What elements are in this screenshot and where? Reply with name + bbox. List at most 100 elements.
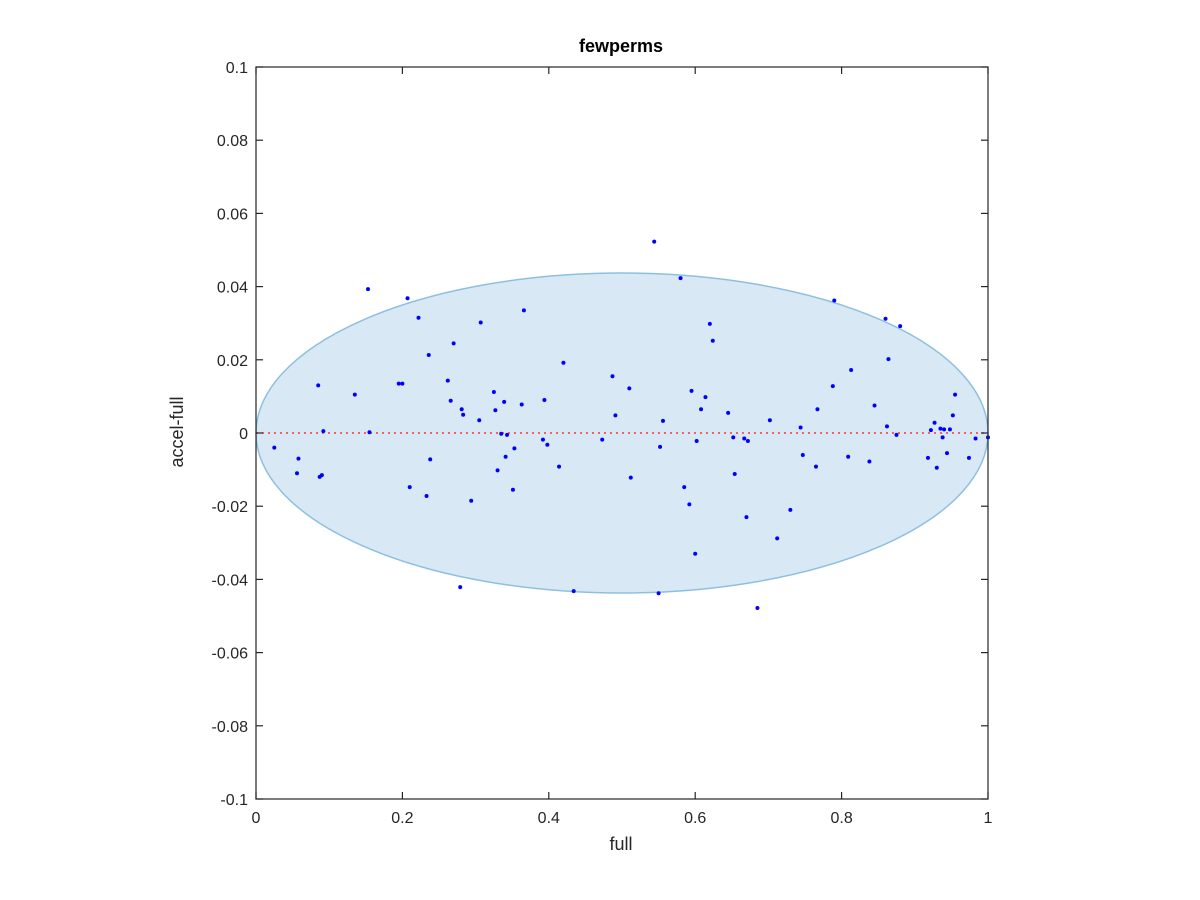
scatter-point [815, 407, 820, 412]
scatter-point [510, 487, 515, 492]
scatter-point [459, 407, 464, 412]
y-tick-label: 0.1 [226, 60, 248, 77]
scatter-point [872, 403, 877, 408]
scatter-point [699, 407, 704, 412]
scatter-point [477, 418, 482, 423]
scatter-point [894, 432, 899, 437]
scatter-point [934, 465, 939, 470]
scatter-point [694, 439, 699, 444]
scatter-point [703, 395, 708, 400]
y-tick-label: 0.02 [217, 353, 248, 370]
scatter-point [947, 427, 952, 432]
scatter-point [925, 455, 930, 460]
scatter-point [600, 437, 605, 442]
scatter-point [950, 413, 955, 418]
scatter-point [499, 431, 504, 436]
scatter-point [542, 398, 547, 403]
scatter-point [660, 418, 665, 423]
x-tick-label: 0.6 [684, 810, 706, 827]
scatter-point [367, 430, 372, 435]
scatter-point [726, 410, 731, 415]
scatter-point [693, 551, 698, 556]
y-tick-label: 0 [239, 426, 248, 443]
x-tick-label: 0 [252, 810, 261, 827]
scatter-point [495, 468, 500, 473]
scatter-point [678, 276, 683, 281]
scatter-point [832, 298, 837, 303]
scatter-point [846, 454, 851, 459]
scatter-point [687, 502, 692, 507]
scatter-point [545, 442, 550, 447]
scatter-point [886, 357, 891, 362]
y-tick-label: -0.02 [212, 499, 249, 516]
scatter-point [405, 296, 410, 301]
scatter-point [849, 368, 854, 373]
scatter-point [571, 589, 576, 594]
scatter-point [540, 437, 545, 442]
scatter-point [945, 451, 950, 456]
x-tick-label: 0.8 [830, 810, 852, 827]
scatter-point [742, 436, 747, 441]
scatter-point [451, 341, 456, 346]
scatter-point [426, 353, 431, 358]
y-tick-label: -0.06 [212, 646, 249, 663]
scatter-point [953, 392, 958, 397]
scatter-point [883, 316, 888, 321]
scatter-point [610, 374, 615, 379]
scatter-point [296, 456, 301, 461]
scatter-point [396, 381, 401, 386]
scatter-point [710, 338, 715, 343]
scatter-point [321, 429, 326, 434]
scatter-point [966, 455, 971, 460]
y-tick-label: -0.1 [220, 792, 248, 809]
axes [255, 66, 989, 800]
scatter-point [656, 591, 661, 596]
scatter-point [798, 425, 803, 430]
scatter-point [428, 457, 433, 462]
scatter-point [932, 420, 937, 425]
x-tick-labels: 0 0.2 0.4 0.6 0.8 1 [252, 810, 993, 827]
scatter-point [502, 399, 507, 404]
scatter-point [682, 485, 687, 490]
x-tick-label: 1 [984, 810, 993, 827]
x-tick-label: 0.2 [391, 810, 413, 827]
y-tick-label: 0.06 [217, 206, 248, 223]
scatter-point [689, 388, 694, 393]
scatter-point [493, 408, 498, 413]
scatter-point [940, 435, 945, 440]
scatter-point [365, 287, 370, 292]
scatter-point [491, 390, 496, 395]
scatter-point [652, 239, 657, 244]
scatter-point [469, 498, 474, 503]
scatter-point [942, 427, 947, 432]
scatter-point [755, 605, 760, 610]
scatter-point [745, 439, 750, 444]
y-tick-label: -0.08 [212, 719, 249, 736]
scatter-point [316, 383, 321, 388]
y-tick-label: 0.08 [217, 133, 248, 150]
scatter-point [973, 436, 978, 441]
scatter-point [658, 444, 663, 449]
scatter-point [628, 475, 633, 480]
scatter-point [898, 324, 903, 329]
scatter-point [461, 412, 466, 417]
scatter-point [458, 585, 463, 590]
scatter-point [424, 493, 429, 498]
scatter-point [884, 424, 889, 429]
scatter-point [416, 315, 421, 320]
scatter-points [272, 239, 990, 610]
scatter-point [272, 445, 277, 450]
y-tick-label: 0.04 [217, 280, 248, 297]
x-tick-label: 0.4 [538, 810, 560, 827]
scatter-point [561, 360, 566, 365]
scatter-point [407, 485, 412, 490]
scatter-point [503, 454, 508, 459]
scatter-point [767, 418, 772, 423]
scatter-point [627, 386, 632, 391]
scatter-point [319, 473, 324, 478]
scatter-point [867, 459, 872, 464]
scatter-point [512, 446, 517, 451]
scatter-point [352, 392, 357, 397]
scatter-point [775, 536, 780, 541]
